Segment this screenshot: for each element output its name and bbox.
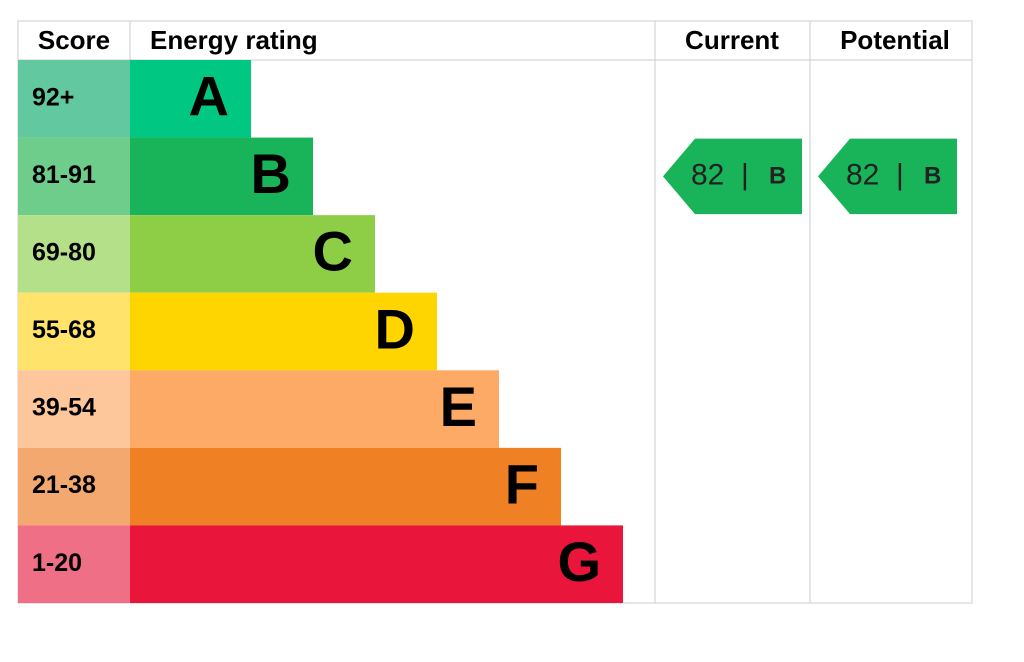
rating-letter: F (505, 452, 539, 515)
score-label: 69-80 (32, 239, 96, 267)
score-label: 1-20 (32, 549, 82, 577)
rating-letter: B (924, 163, 941, 190)
rating-value: 82 (691, 158, 724, 191)
score-cell (18, 525, 130, 603)
rating-bar (130, 137, 313, 216)
rating-bar (130, 215, 375, 293)
rating-bar (130, 370, 499, 448)
rating-arrow (818, 138, 957, 215)
score-label: 81-91 (32, 161, 96, 189)
rating-bar (130, 292, 437, 371)
score-cell (18, 292, 130, 371)
score-label: 55-68 (32, 316, 96, 344)
rating-bar (130, 60, 251, 138)
rating-letter: B (251, 142, 291, 205)
header: Score (38, 25, 110, 55)
score-cell (18, 137, 130, 216)
score-cell (18, 447, 130, 526)
score-label: 21-38 (32, 471, 96, 499)
score-label: 92+ (32, 83, 74, 111)
header: Current (685, 25, 779, 55)
rating-letter: D (375, 297, 415, 360)
rating-separator: | (896, 158, 904, 191)
rating-letter: G (557, 530, 601, 593)
rating-letter: C (313, 220, 353, 283)
rating-value: 82 (846, 158, 879, 191)
rating-letter: E (440, 375, 477, 438)
header: Energy rating (150, 25, 318, 55)
rating-bar (130, 447, 561, 526)
rating-separator: | (741, 158, 749, 191)
rating-letter: B (769, 163, 786, 190)
score-cell (18, 215, 130, 293)
score-cell (18, 370, 130, 448)
rating-arrow (663, 138, 802, 215)
header: Potential (840, 25, 950, 55)
rating-letter: A (189, 65, 229, 128)
rating-bar (130, 525, 623, 603)
score-cell (18, 60, 130, 138)
score-label: 39-54 (32, 394, 96, 422)
